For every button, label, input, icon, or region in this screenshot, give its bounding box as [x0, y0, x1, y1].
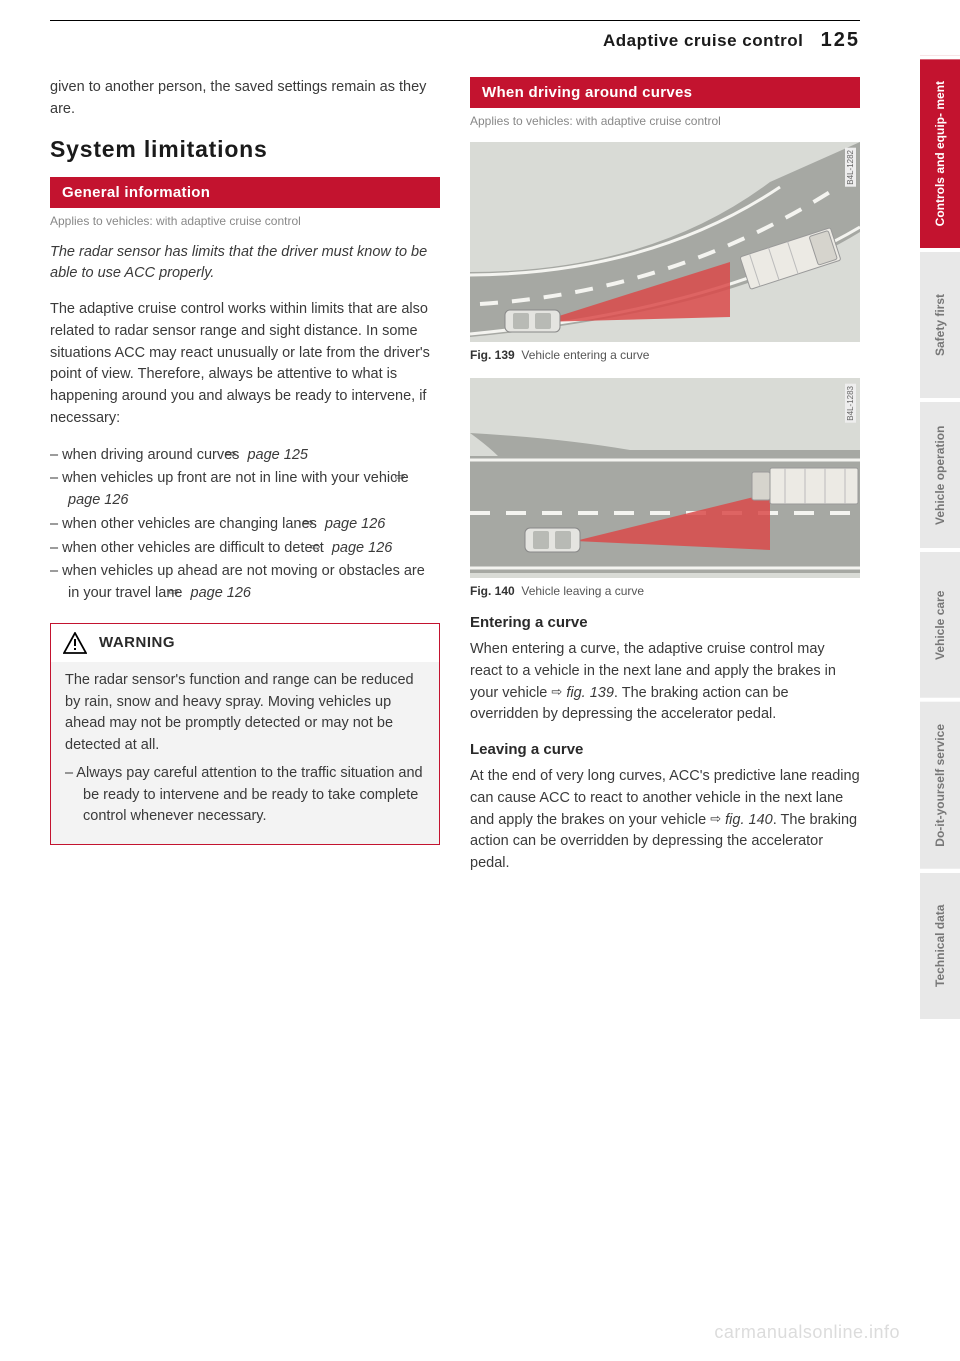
warning-box: WARNING The radar sensor's function and …	[50, 623, 440, 845]
figure-140: B4L-1283	[470, 378, 860, 578]
warning-header: WARNING	[51, 624, 439, 662]
right-column: When driving around curves Applies to ve…	[470, 77, 860, 890]
side-tabs: Controls and equip- ment Safety first Ve…	[920, 55, 960, 1019]
list-item: when vehicles up ahead are not moving or…	[50, 561, 440, 605]
list-item: when other vehicles are difficult to det…	[50, 538, 440, 560]
figure-139: B4L-1282	[470, 142, 860, 342]
tab-vehicle-care[interactable]: Vehicle care	[920, 548, 960, 698]
page-number: 125	[821, 29, 860, 51]
tab-safety-first[interactable]: Safety first	[920, 248, 960, 398]
warning-bullet: Always pay careful attention to the traf…	[65, 763, 425, 828]
limitations-list: when driving around curves ⇨ page 125 wh…	[50, 445, 440, 605]
entering-paragraph: When entering a curve, the adaptive crui…	[470, 639, 860, 726]
subsection-bar-curves: When driving around curves	[470, 77, 860, 108]
list-item: when other vehicles are changing lanes ⇨…	[50, 514, 440, 536]
leaving-paragraph: At the end of very long curves, ACC's pr…	[470, 766, 860, 875]
applies-note-right: Applies to vehicles: with adaptive cruis…	[470, 114, 860, 128]
chapter-name: Adaptive cruise control	[603, 31, 803, 50]
figure-140-caption: Fig. 140 Vehicle leaving a curve	[470, 584, 860, 598]
section-heading: System limitations	[50, 136, 440, 163]
list-item: when driving around curves ⇨ page 125	[50, 445, 440, 467]
context-paragraph: The adaptive cruise control works within…	[50, 299, 440, 430]
chapter-header: Adaptive cruise control 125	[50, 21, 860, 77]
tab-diy-service[interactable]: Do-it-yourself service	[920, 698, 960, 869]
figure-code: B4L-1283	[845, 384, 856, 423]
applies-note-left: Applies to vehicles: with adaptive cruis…	[50, 214, 440, 228]
list-item: when vehicles up front are not in line w…	[50, 468, 440, 512]
subsection-bar-general: General information	[50, 177, 440, 208]
tab-controls-equipment[interactable]: Controls and equip- ment	[920, 55, 960, 248]
subhead-entering: Entering a curve	[470, 614, 860, 631]
intro-continuation: given to another person, the saved setti…	[50, 77, 440, 121]
tab-vehicle-operation[interactable]: Vehicle operation	[920, 398, 960, 548]
left-column: given to another person, the saved setti…	[50, 77, 440, 890]
warning-title: WARNING	[99, 634, 175, 651]
warning-triangle-icon	[63, 632, 87, 654]
lead-text: The radar sensor has limits that the dri…	[50, 242, 440, 286]
watermark: carmanualsonline.info	[714, 1322, 900, 1343]
tab-technical-data[interactable]: Technical data	[920, 869, 960, 1019]
figure-code: B4L-1282	[845, 148, 856, 187]
subhead-leaving: Leaving a curve	[470, 741, 860, 758]
figure-139-caption: Fig. 139 Vehicle entering a curve	[470, 348, 860, 362]
warning-body: The radar sensor's function and range ca…	[51, 662, 439, 844]
